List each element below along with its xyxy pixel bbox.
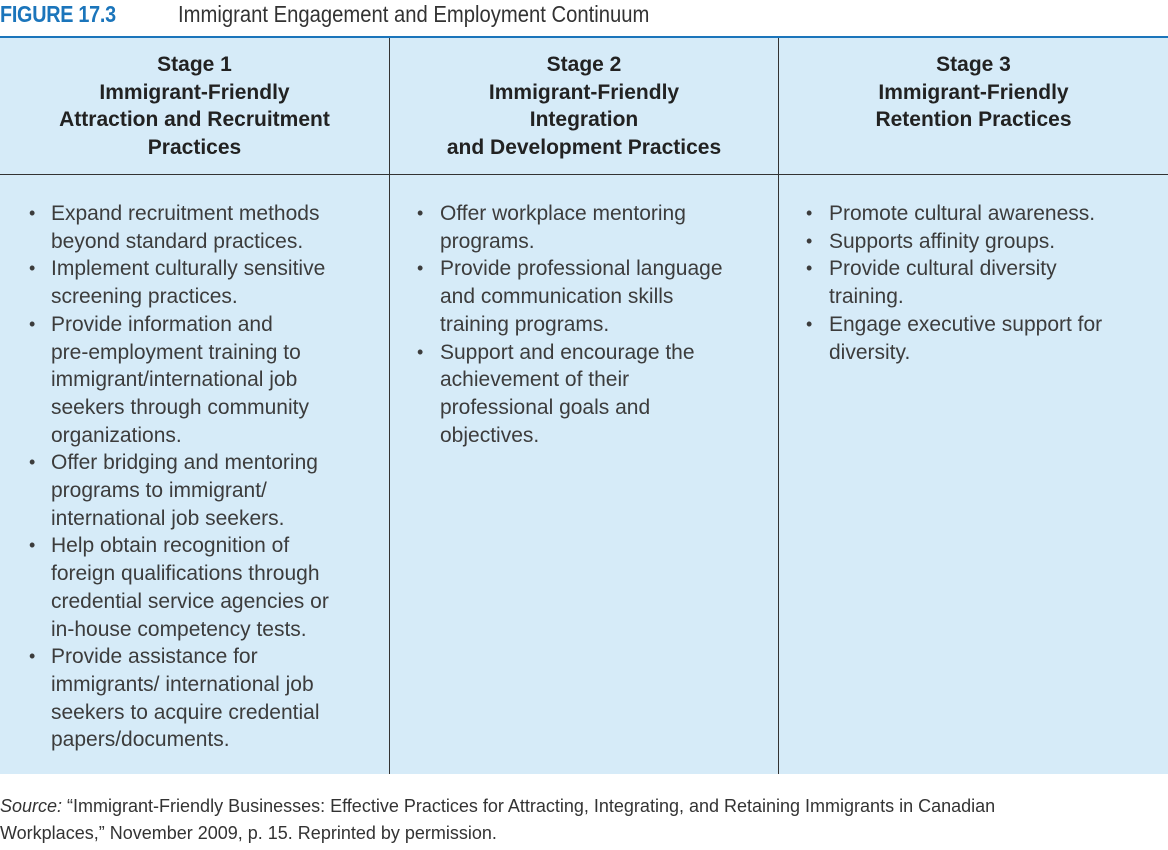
bullet-icon: • — [29, 313, 36, 334]
list-item-line: Offer bridging and mentoring — [51, 451, 318, 475]
bullet-icon: • — [29, 203, 36, 223]
header-divider — [390, 174, 778, 175]
list-item-line: organizations. — [51, 423, 182, 447]
bullet-icon: • — [806, 258, 813, 279]
list-item-line: pre-employment training to — [51, 340, 301, 364]
header-line: Immigrant-Friendly — [878, 80, 1069, 104]
stage-3-header: Stage 3 Immigrant-Friendly Retention Pract… — [779, 38, 1168, 175]
list-item: • Promote cultural awareness. — [779, 200, 1168, 228]
header-line: Practices — [147, 135, 242, 159]
list-item: • Implement culturally sensitive screening… — [0, 255, 389, 310]
stage-3-body: • Promote cultural awareness. • Supports af… — [779, 200, 1168, 366]
list-item-line: beyond standard practices. — [51, 229, 304, 253]
bullet-icon: • — [29, 452, 36, 473]
list-item-line: Provide information and — [51, 312, 273, 336]
list-item: • Provide cultural diversity training. — [779, 255, 1168, 310]
list-item: • Offer workplace mentoring programs. — [390, 200, 778, 255]
header-divider — [779, 174, 1168, 175]
list-item-line: screening practices. — [51, 285, 238, 309]
list-item-line: Provide assistance for — [51, 645, 258, 669]
list-item: • Expand recruitment methods beyond standa… — [0, 200, 389, 255]
list-item-line: achievement of their — [440, 368, 630, 392]
bullet-icon: • — [806, 203, 813, 223]
header-divider — [0, 174, 389, 175]
list-item-line: training programs. — [440, 312, 610, 336]
list-item: • Provide assistance for immigrants/ inter… — [0, 643, 389, 754]
stage-2-column: Stage 2 Immigrant-Friendly Integration and … — [389, 38, 778, 774]
list-item-line: Promote cultural awareness. — [829, 202, 1096, 225]
stage-2-header: Stage 2 Immigrant-Friendly Integration and … — [390, 38, 778, 175]
list-item-line: Expand recruitment methods — [51, 202, 320, 225]
stage-1-body: • Expand recruitment methods beyond standa… — [0, 200, 389, 754]
source-line-2: Workplaces,” November 2009, p. 15. Repri… — [0, 823, 497, 843]
header-line: Attraction and Recruitment — [59, 108, 330, 131]
stage-3-column: Stage 3 Immigrant-Friendly Retention Pract… — [778, 38, 1168, 774]
bullet-icon: • — [29, 258, 36, 279]
list-item: • Supports affinity groups. — [779, 228, 1168, 256]
list-item-line: programs to immigrant/ — [51, 479, 267, 503]
bullet-icon: • — [417, 203, 424, 223]
stage-1-column: Stage 1 Immigrant-Friendly Attraction and … — [0, 38, 389, 774]
header-line: Stage 1 — [157, 53, 232, 76]
stage-2-body: • Offer workplace mentoring programs. • Prov… — [390, 200, 778, 449]
header-line: and Development Practices — [446, 135, 722, 159]
header-line: Retention Practices — [875, 108, 1072, 131]
list-item: • Provide information and pre-employment t… — [0, 311, 389, 450]
list-item-line: Support and encourage the — [440, 340, 695, 364]
list-item-line: Help obtain recognition of — [51, 534, 290, 558]
header-line: Immigrant-Friendly — [488, 80, 680, 104]
figure-title: FIGURE 17.3 Immigrant Engagement and Emp… — [0, 0, 649, 30]
source-line-1: Source: “Immigrant-Friendly Businesses: … — [0, 793, 995, 820]
stage-1-header: Stage 1 Immigrant-Friendly Attraction and … — [0, 38, 389, 175]
list-item-line: Supports affinity groups. — [829, 229, 1056, 253]
figure-caption: Immigrant Engagement and Employment Cont… — [178, 1, 650, 27]
list-item-line: immigrants/ international job — [51, 672, 314, 696]
list-item-line: Provide cultural diversity — [829, 257, 1057, 281]
stage-2-list: • Offer workplace mentoring programs. • Prov… — [390, 200, 778, 449]
list-item-line: Offer workplace mentoring — [440, 202, 686, 225]
header-line: Stage 3 — [936, 53, 1011, 76]
bullet-icon: • — [806, 230, 813, 251]
bullet-icon: • — [417, 341, 424, 362]
list-item-line: seekers to acquire credential — [51, 700, 320, 724]
bullet-icon: • — [29, 535, 36, 556]
list-item: • Offer bridging and mentoring programs to… — [0, 449, 389, 532]
list-item-line: professional goals and — [440, 395, 651, 419]
list-item-line: Engage executive support for — [829, 312, 1103, 336]
header-line: Immigrant-Friendly — [99, 80, 290, 104]
list-item-line: Implement culturally sensitive — [51, 257, 326, 281]
list-item-line: immigrant/international job — [51, 368, 298, 392]
list-item: • Help obtain recognition of foreign quali… — [0, 532, 389, 643]
header-line: Stage 2 — [546, 53, 622, 76]
header-line: Integration — [529, 108, 639, 131]
list-item-line: in-house competency tests. — [51, 617, 307, 641]
source-text-1: “Immigrant-Friendly Businesses: Effectiv… — [62, 796, 996, 816]
list-item-line: diversity. — [829, 340, 911, 364]
list-item: • Engage executive support for diversity. — [779, 311, 1168, 366]
bullet-icon: • — [806, 313, 813, 334]
list-item-line: and communication skills — [440, 285, 674, 309]
source-note: Source: “Immigrant-Friendly Businesses: … — [0, 793, 995, 847]
list-item-line: training. — [829, 285, 904, 309]
list-item-line: foreign qualifications through — [51, 562, 320, 586]
source-label: Source: — [0, 796, 63, 816]
list-item-line: credential service agencies or — [51, 589, 329, 613]
continuum-table: Stage 1 Immigrant-Friendly Attraction and … — [0, 36, 1168, 774]
bullet-icon: • — [29, 646, 36, 667]
list-item: • Support and encourage the achievement of… — [390, 339, 778, 450]
list-item-line: papers/documents. — [51, 728, 230, 752]
stage-3-list: • Promote cultural awareness. • Supports af… — [779, 200, 1168, 366]
list-item-line: international job seekers. — [51, 506, 285, 530]
list-item-line: Provide professional language — [440, 257, 723, 281]
list-item-line: objectives. — [440, 423, 540, 447]
list-item-line: seekers through community — [51, 395, 309, 419]
stage-1-list: • Expand recruitment methods beyond standa… — [0, 200, 389, 754]
list-item: • Provide professional language and commun… — [390, 255, 778, 338]
bullet-icon: • — [417, 258, 424, 279]
figure-label: FIGURE 17.3 — [0, 1, 116, 27]
list-item-line: programs. — [440, 229, 535, 253]
